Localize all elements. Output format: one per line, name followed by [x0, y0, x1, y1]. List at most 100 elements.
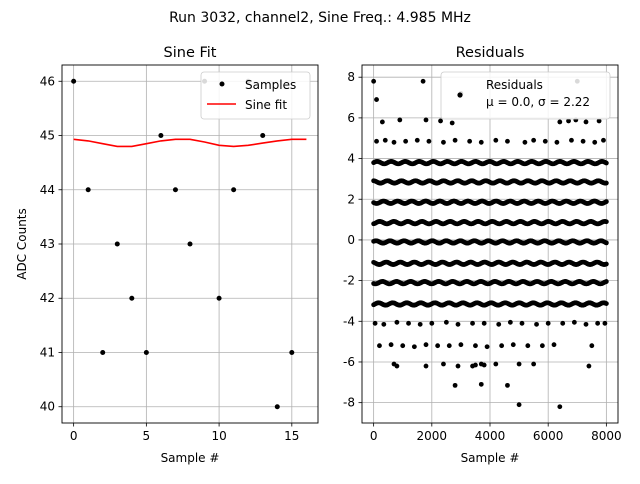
residuals-ytick-label: 4 [347, 152, 355, 166]
residual-point [394, 319, 400, 325]
residual-point [499, 343, 505, 349]
residual-point [438, 118, 443, 124]
residual-point [551, 342, 557, 348]
residual-point [423, 363, 429, 369]
residuals-xtick-label: 4000 [475, 429, 506, 443]
residual-point [566, 118, 571, 124]
residual-point [557, 404, 563, 410]
residual-point [516, 402, 522, 408]
residual-point [394, 363, 400, 369]
residual-point [435, 343, 441, 349]
sample-point [129, 295, 135, 301]
residuals-xtick-label: 8000 [591, 429, 622, 443]
residual-point [496, 321, 502, 327]
residual-point [391, 139, 397, 145]
residual-point [531, 361, 537, 367]
residual-point [583, 119, 589, 125]
residual-point [519, 320, 525, 326]
residual-point [603, 160, 609, 166]
residual-point [595, 320, 601, 326]
sine-fit-ytick-label: 45 [40, 129, 55, 143]
residuals-ytick-label: -6 [343, 355, 355, 369]
residual-point [406, 320, 411, 326]
residual-point [545, 320, 551, 326]
sine-fit-xtick-label: 5 [143, 429, 151, 443]
legend-label-sine-fit: Sine fit [245, 98, 287, 112]
residual-point [443, 319, 449, 325]
residual-point [473, 343, 478, 349]
residual-point [505, 138, 510, 144]
residual-point [452, 382, 458, 388]
residuals-ytick-label: -4 [343, 314, 355, 328]
residuals-title: Residuals [456, 45, 525, 61]
residual-point [542, 138, 548, 144]
sine-fit-legend: Samples Sine fit [200, 71, 311, 120]
residual-point [603, 279, 609, 284]
sample-point [158, 133, 164, 139]
residual-point [493, 137, 499, 143]
sample-point [71, 78, 77, 84]
sample-point [274, 404, 280, 410]
sine-fit-line [73, 138, 307, 148]
residual-point [377, 343, 382, 349]
residual-point [455, 321, 461, 327]
residual-point [560, 320, 566, 326]
residual-point [470, 320, 475, 326]
residual-point [478, 381, 484, 387]
residual-point [554, 139, 560, 145]
residual-point [516, 361, 522, 367]
residual-point [420, 78, 426, 84]
sample-point [172, 187, 178, 193]
residuals-frame [361, 64, 619, 424]
sample-point [260, 133, 266, 139]
residual-point [452, 137, 458, 143]
residual-point [603, 199, 609, 205]
legend-label-samples: Samples [245, 78, 296, 92]
sine-fit-ytick-label: 44 [40, 183, 55, 197]
residual-point [411, 344, 417, 350]
sine-fit-ytick-label: 41 [40, 345, 55, 359]
sample-point [100, 349, 106, 355]
residual-point [603, 180, 609, 186]
residuals-legend: Residuals μ = 0.0, σ = 2.22 [440, 71, 611, 120]
residual-point [571, 319, 577, 325]
sample-point [231, 187, 237, 193]
residual-point [507, 319, 513, 325]
sine-fit-ytick-label: 42 [40, 291, 55, 305]
residual-point [569, 137, 574, 143]
residual-point [467, 138, 473, 144]
residual-point [379, 119, 385, 125]
residual-point [531, 137, 537, 143]
sine-fit-ytick-label: 43 [40, 237, 55, 251]
residual-point [455, 363, 461, 369]
residuals-panel: Residuals Sample # 0 2000 4000 6000 8000 -8 -6… [343, 45, 622, 465]
residual-point [371, 78, 377, 84]
sine-fit-xlabel: Sample # [161, 451, 220, 465]
residuals-xtick-label: 6000 [533, 429, 564, 443]
residual-point [449, 120, 455, 126]
residual-point [539, 343, 545, 349]
residual-point [493, 361, 499, 367]
residual-point [388, 342, 394, 348]
legend-marker-residuals [457, 92, 463, 98]
residuals-xtick-label: 0 [370, 429, 378, 443]
legend-box [440, 71, 611, 120]
residuals-xlabel: Sample # [461, 451, 520, 465]
residual-point [603, 240, 609, 246]
residual-point [414, 137, 420, 143]
residual-point [382, 137, 388, 143]
residual-point [505, 382, 510, 388]
sample-point [143, 349, 149, 355]
residual-point [429, 320, 435, 326]
residual-point [534, 321, 539, 327]
residual-point [458, 342, 464, 348]
legend-box [200, 71, 311, 120]
sine-fit-ytick-label: 46 [40, 74, 55, 88]
residual-point [580, 138, 586, 144]
residual-point [481, 362, 487, 368]
residual-point [510, 342, 516, 348]
residual-point [441, 139, 446, 145]
sample-point [216, 295, 222, 301]
